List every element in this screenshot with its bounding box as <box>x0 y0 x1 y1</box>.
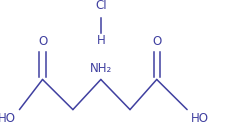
Text: O: O <box>152 35 161 48</box>
Text: Cl: Cl <box>95 0 107 12</box>
Text: HO: HO <box>191 112 209 125</box>
Text: HO: HO <box>0 112 16 125</box>
Text: H: H <box>96 34 105 47</box>
Text: NH₂: NH₂ <box>90 62 112 75</box>
Text: O: O <box>38 35 47 48</box>
